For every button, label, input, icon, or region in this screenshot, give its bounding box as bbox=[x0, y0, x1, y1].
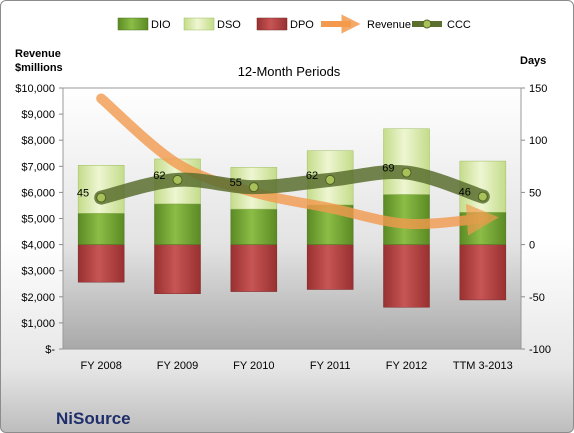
x-category-label: FY 2012 bbox=[386, 360, 427, 372]
x-category-label: TTM 3-2013 bbox=[453, 360, 513, 372]
x-category-label: FY 2011 bbox=[310, 360, 351, 372]
legend: DIO DSO DPO Revenue CCC bbox=[117, 14, 471, 34]
ccc-data-label: 62 bbox=[153, 170, 165, 182]
legend-label: CCC bbox=[447, 19, 471, 31]
legend-swatch bbox=[117, 17, 149, 31]
left-axis-title-line1: Revenue bbox=[15, 48, 61, 60]
left-tick-label: $3,000 bbox=[21, 266, 55, 278]
dso-bar bbox=[383, 128, 430, 195]
left-tick-label: $8,000 bbox=[21, 135, 55, 147]
right-tick-label: 0 bbox=[529, 240, 535, 252]
left-tick-label: $1,000 bbox=[21, 318, 55, 330]
dpo-bar bbox=[154, 244, 201, 294]
x-category-label: FY 2009 bbox=[157, 360, 198, 372]
ccc-data-label: 69 bbox=[382, 163, 394, 175]
x-category-label: FY 2010 bbox=[233, 360, 274, 372]
revenue-line bbox=[96, 93, 499, 236]
dpo-bar bbox=[306, 244, 354, 290]
legend-label: DSO bbox=[217, 19, 241, 31]
x-axis: FY 2008 FY 2009 FY 2010 FY 2011 FY 2012 TTM 3… bbox=[80, 360, 512, 372]
dpo-bar bbox=[459, 244, 507, 301]
ccc-data-label: 62 bbox=[306, 170, 318, 182]
legend-item-revenue: Revenue bbox=[321, 14, 411, 34]
dio-bar bbox=[77, 213, 125, 245]
left-tick-label: $2,000 bbox=[21, 292, 55, 304]
left-tick-label: $9,000 bbox=[21, 109, 55, 121]
left-tick-label: $- bbox=[45, 344, 55, 356]
ccc-data-label: 45 bbox=[77, 188, 89, 200]
right-axis: 150 100 50 0 -50 -100 bbox=[521, 83, 551, 356]
dpo-bar bbox=[383, 244, 430, 308]
right-tick-label: 50 bbox=[529, 187, 541, 199]
left-axis: $10,000 $9,000 $8,000 $7,000 $6,000 $5,000 $4,… bbox=[15, 83, 63, 356]
dio-bar bbox=[154, 203, 201, 245]
left-tick-label: $10,000 bbox=[15, 83, 55, 95]
ccc-point bbox=[248, 182, 259, 193]
ccc-line bbox=[94, 165, 490, 205]
ccc-data-label: 46 bbox=[459, 187, 471, 199]
dio-bar bbox=[230, 208, 278, 245]
ccc-point bbox=[325, 174, 336, 185]
ccc-data-label: 55 bbox=[230, 177, 242, 189]
legend-label: DPO bbox=[290, 19, 314, 31]
chart-title: 12-Month Periods bbox=[238, 64, 341, 79]
legend-swatch bbox=[256, 17, 288, 31]
legend-item-ccc: CCC bbox=[412, 19, 471, 31]
ccc-point bbox=[477, 191, 488, 202]
ccc-point bbox=[96, 192, 107, 203]
legend-swatch bbox=[183, 17, 215, 31]
left-tick-label: $7,000 bbox=[21, 161, 55, 173]
legend-label: Revenue bbox=[367, 19, 411, 31]
revenue-series bbox=[96, 93, 499, 236]
dpo-bar bbox=[77, 244, 125, 283]
legend-marker bbox=[422, 19, 432, 29]
company-name: NiSource bbox=[56, 409, 131, 428]
left-tick-label: $6,000 bbox=[21, 187, 55, 199]
legend-item-dio: DIO bbox=[117, 17, 171, 31]
legend-item-dpo: DPO bbox=[256, 17, 314, 31]
left-axis-title-line2: $millions bbox=[15, 62, 63, 74]
right-tick-label: 150 bbox=[529, 83, 547, 95]
right-tick-label: -100 bbox=[529, 344, 551, 356]
ccc-series: 45 62 55 62 69 46 bbox=[77, 163, 490, 205]
right-tick-label: -50 bbox=[529, 292, 545, 304]
left-tick-label: $4,000 bbox=[21, 240, 55, 252]
left-tick-label: $5,000 bbox=[21, 214, 55, 226]
ccc-point bbox=[172, 174, 183, 185]
right-tick-label: 100 bbox=[529, 135, 547, 147]
right-axis-title: Days bbox=[520, 55, 546, 67]
x-category-label: FY 2008 bbox=[80, 360, 121, 372]
ccc-point bbox=[401, 167, 412, 178]
dpo-bar bbox=[230, 244, 278, 292]
legend-label: DIO bbox=[151, 19, 171, 31]
legend-item-dso: DSO bbox=[183, 17, 241, 31]
